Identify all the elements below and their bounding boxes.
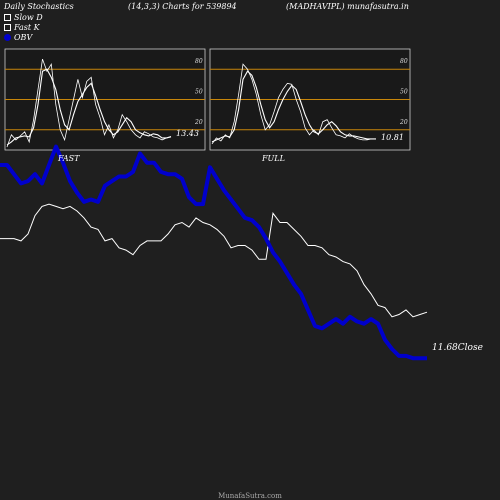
legend-item-fast-k: Fast K	[4, 23, 40, 32]
fast-slow-d-line	[6, 68, 172, 146]
fast-tick-label: 50	[195, 89, 203, 96]
panel-fast: 80 50 20 13.43	[4, 48, 206, 151]
fast-tick-label: 20	[194, 119, 203, 126]
panel-full-label: FULL	[262, 154, 285, 163]
chart-title: Daily Stochastics	[4, 2, 74, 11]
close-value-label: 11.68Close	[432, 343, 483, 353]
legend-item-obv: OBV	[4, 33, 32, 42]
panel-fast-ticks: 80 50 20	[194, 58, 203, 126]
legend-swatch-slow-d	[4, 14, 11, 21]
fast-k-line	[6, 58, 172, 148]
full-tick-label: 20	[399, 119, 408, 126]
watermark: MunafaSutra.com	[218, 492, 282, 500]
full-tick-label: 80	[400, 58, 408, 65]
panel-fast-label: FAST	[58, 154, 80, 163]
fast-tick-label: 80	[195, 58, 203, 65]
legend-label-fast-k: Fast K	[14, 23, 40, 32]
full-last-value: 10.81	[381, 133, 404, 142]
legend-swatch-obv	[4, 34, 11, 41]
panel-full-gridlines	[210, 68, 410, 131]
full-k-line	[211, 63, 377, 145]
legend-label-slow-d: Slow D	[14, 13, 43, 22]
fast-last-value: 13.43	[176, 129, 199, 138]
obv-line	[0, 144, 427, 361]
chart-symbol: (MADHAVIPL) munafasutra.in	[286, 2, 409, 11]
chart-params: (14,3,3) Charts for 539894	[128, 2, 237, 11]
close-price-line	[0, 203, 428, 318]
panel-full-ticks: 80 50 20	[399, 58, 408, 126]
full-slow-d-line	[211, 70, 376, 143]
legend-item-slow-d: Slow D	[4, 13, 43, 22]
legend-label-obv: OBV	[14, 33, 33, 42]
full-tick-label: 50	[400, 89, 408, 96]
legend-swatch-fast-k	[4, 24, 11, 31]
panel-full: 80 50 20 10.81	[209, 48, 411, 151]
